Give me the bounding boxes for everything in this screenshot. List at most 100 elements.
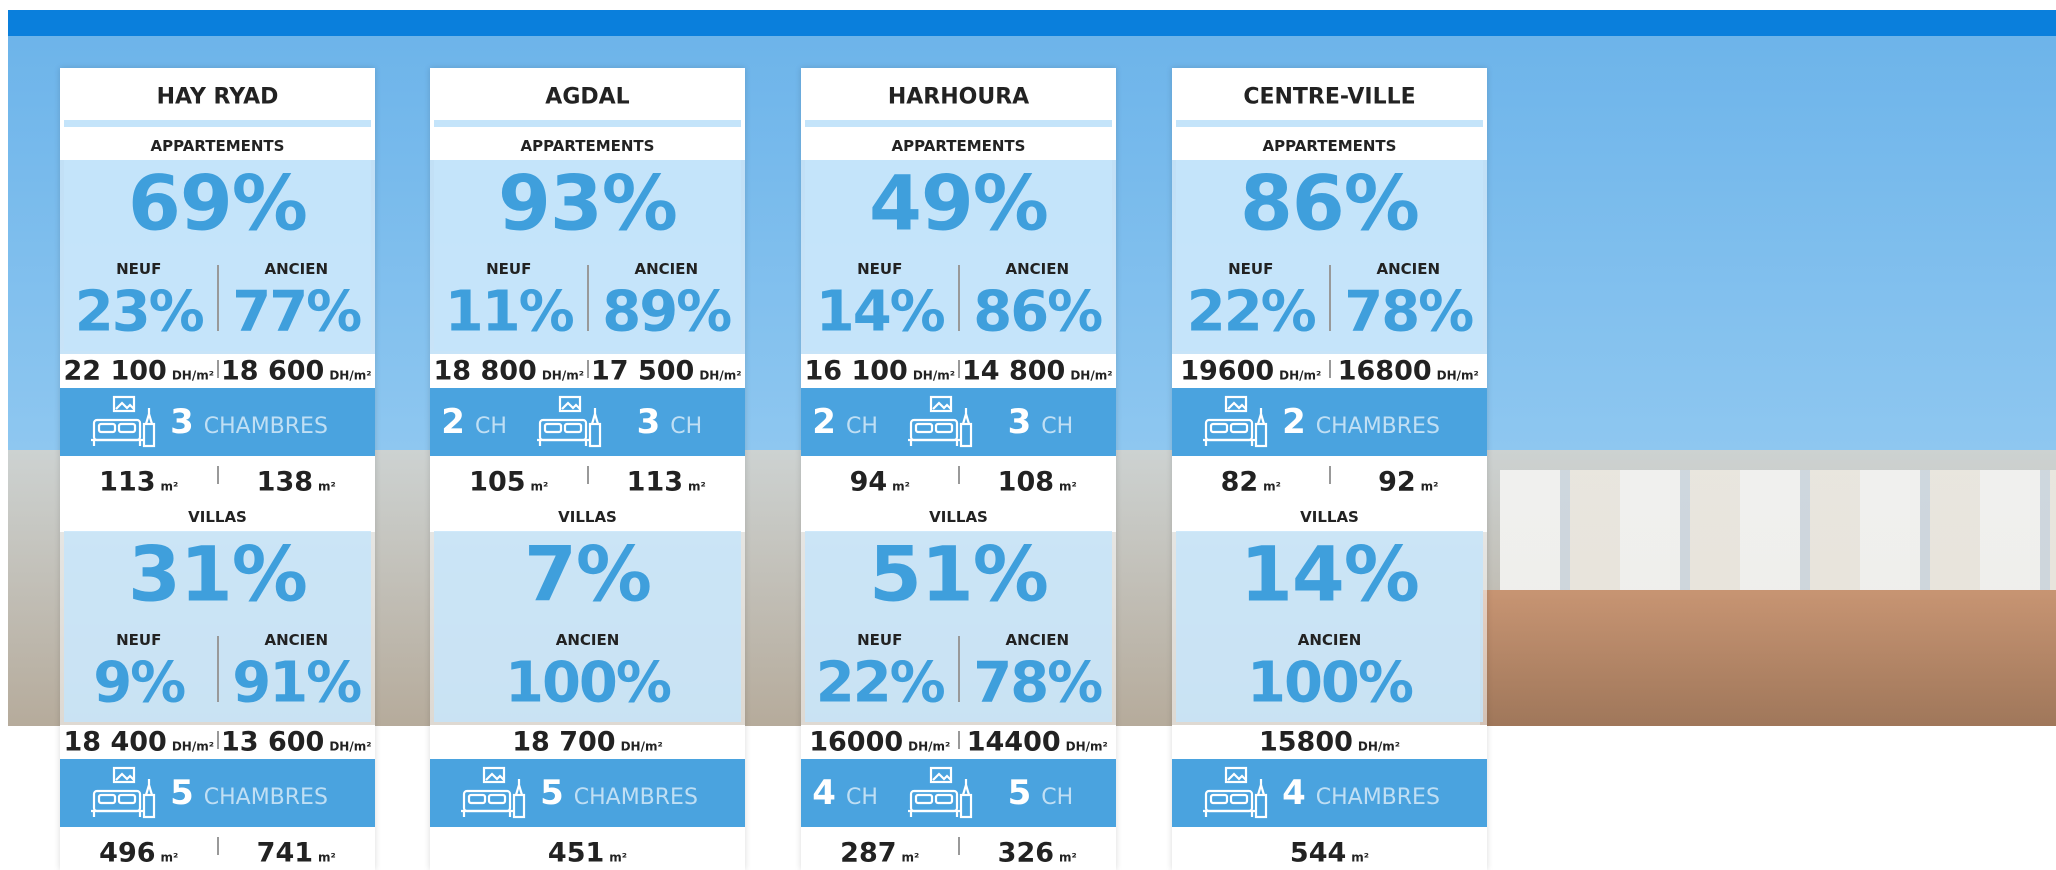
- card-head: [801, 68, 1116, 160]
- rooms-band: [801, 759, 1116, 827]
- price-value: 18 700: [512, 726, 616, 758]
- price-unit: DH/m²: [1436, 368, 1479, 383]
- section-label: VILLAS: [188, 508, 247, 526]
- split-value: 14%: [815, 279, 946, 345]
- section-label: APPARTEMENTS: [520, 137, 655, 155]
- surface-unit: m²: [901, 850, 920, 865]
- surface-value: 82: [1220, 466, 1259, 498]
- price: 16000 DH/m²: [809, 727, 950, 758]
- surface-value: 92: [1378, 466, 1416, 498]
- room-count: 2: [812, 402, 836, 442]
- price-value: 13 600: [221, 726, 325, 758]
- rooms-band: [1172, 759, 1487, 827]
- bed-icon: [1203, 395, 1268, 448]
- price: 19600 DH/m²: [1180, 356, 1321, 387]
- surface-unit: m²: [318, 850, 336, 865]
- bed-icon: [91, 766, 156, 819]
- surface-value: 496: [99, 837, 156, 869]
- price: 14 800 DH/m²: [962, 356, 1113, 387]
- surface-unit: m²: [688, 479, 706, 494]
- price-unit: DH/m²: [541, 368, 584, 383]
- price: 14400 DH/m²: [967, 727, 1108, 758]
- split-label: NEUF: [116, 260, 162, 278]
- rooms: 3 CH: [637, 402, 703, 442]
- surface-value: 287: [840, 837, 897, 869]
- surface: 92 m²: [1378, 467, 1438, 498]
- title-rule: [1176, 120, 1483, 127]
- price-value: 14400: [966, 726, 1061, 758]
- price-unit: DH/m²: [912, 368, 955, 383]
- villa-head-bg: [801, 500, 1116, 532]
- section-label: VILLAS: [929, 508, 988, 526]
- total-share: 31%: [128, 529, 308, 619]
- price-unit: DH/m²: [908, 739, 951, 754]
- room-count: 4: [1282, 773, 1306, 813]
- bed-icon: [461, 766, 526, 819]
- card-title: CENTRE-VILLE: [1243, 84, 1416, 110]
- villa-head-bg: [1172, 500, 1487, 532]
- divider: [216, 837, 219, 855]
- price-unit: DH/m²: [1065, 739, 1108, 754]
- room-count: 2: [1282, 402, 1306, 442]
- rooms: 5 CHAMBRES: [170, 773, 328, 813]
- price-value: 16800: [1337, 355, 1432, 387]
- villa-head-bg: [430, 500, 745, 532]
- divider: [216, 731, 219, 749]
- split-label: ANCIEN: [264, 631, 329, 649]
- price-unit: DH/m²: [1357, 739, 1401, 754]
- divider: [1328, 466, 1331, 484]
- surface-unit: m²: [1420, 479, 1439, 494]
- surface-unit: m²: [318, 479, 336, 494]
- split-label: NEUF: [857, 631, 903, 649]
- split-value: 23%: [74, 279, 205, 345]
- bed-icon: [536, 395, 601, 448]
- rooms: 2 CH: [812, 402, 878, 442]
- surface-value: 113: [99, 466, 156, 498]
- surface-unit: m²: [609, 850, 628, 865]
- surface-unit: m²: [1263, 479, 1281, 494]
- divider: [957, 636, 960, 702]
- divider: [586, 360, 589, 378]
- price: 22 100 DH/m²: [64, 356, 215, 387]
- price-row-bg: [1172, 725, 1487, 759]
- district-card: HAY RYAD APPARTEMENTS 69% NEUF 23% ANCIEN 77% 2…: [60, 68, 375, 870]
- split-label: ANCIEN: [555, 631, 620, 649]
- price-value: 18 600: [221, 355, 325, 387]
- card-title: HARHOURA: [887, 84, 1030, 110]
- split-value: 100%: [1246, 650, 1414, 716]
- room-count: 5: [1007, 773, 1032, 813]
- bed-icon: [907, 766, 972, 819]
- price-value: 16 100: [804, 355, 908, 387]
- divider: [1328, 360, 1331, 378]
- price-unit: DH/m²: [1279, 368, 1322, 383]
- surface-unit: m²: [160, 479, 179, 494]
- split-value: 89%: [602, 279, 732, 345]
- surface-value: 544: [1289, 837, 1347, 869]
- split-label: ANCIEN: [1005, 260, 1070, 278]
- price: 16800 DH/m²: [1338, 356, 1479, 387]
- surface-value: 108: [997, 466, 1055, 498]
- surface-unit: m²: [1059, 479, 1077, 494]
- surface: 496 m²: [99, 838, 178, 869]
- split-value: 78%: [1344, 279, 1474, 345]
- surface-unit: m²: [160, 850, 179, 865]
- top-bar: [8, 10, 2056, 36]
- room-count: 5: [170, 773, 194, 813]
- rooms-band: [430, 759, 745, 827]
- split-value: 9%: [93, 650, 186, 716]
- section-label: APPARTEMENTS: [1262, 137, 1397, 155]
- district-card: CENTRE-VILLE APPARTEMENTS 86% NEUF 22% ANCIEN…: [1172, 68, 1487, 870]
- rooms-band: [60, 759, 375, 827]
- split-label: ANCIEN: [1297, 631, 1362, 649]
- price-unit: DH/m²: [329, 368, 372, 383]
- room-count: 3: [1007, 402, 1032, 442]
- room-label: CH: [845, 414, 878, 439]
- district-card: AGDAL APPARTEMENTS 93% NEUF 11% ANCIEN 89% 18 8…: [430, 68, 745, 870]
- surface: 94 m²: [850, 467, 910, 498]
- rooms: 2 CH: [441, 402, 507, 442]
- card-title: HAY RYAD: [156, 84, 279, 110]
- rooms-band: [1172, 388, 1487, 456]
- price-unit: DH/m²: [171, 368, 214, 383]
- divider: [957, 837, 960, 855]
